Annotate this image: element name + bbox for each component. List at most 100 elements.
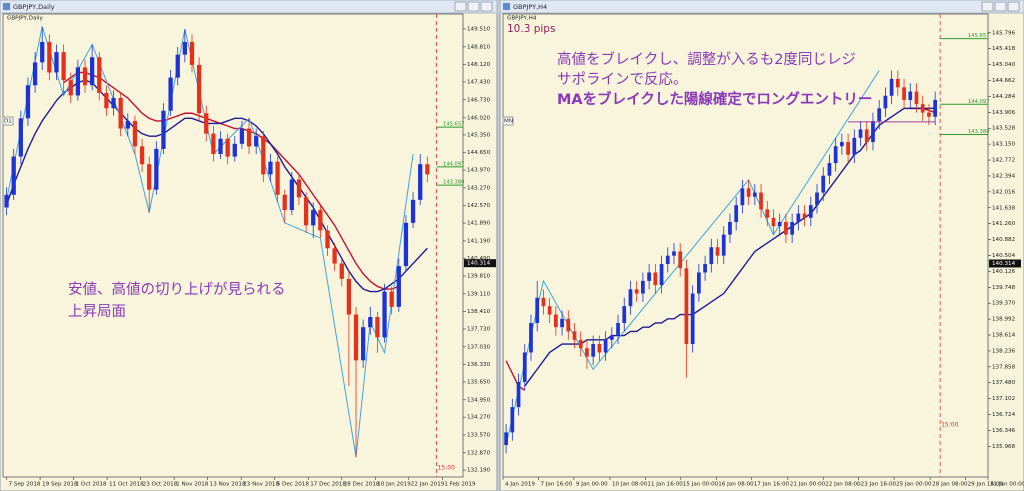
maximize-button[interactable]: [994, 1, 1007, 12]
x-tick-label: 19 Sep 2018: [42, 482, 78, 488]
y-tick-label: 144.650: [467, 150, 491, 156]
y-tick-label: 143.970: [467, 168, 491, 174]
candle-body: [647, 272, 651, 281]
candle-body: [410, 199, 416, 223]
x-tick-label: 13 Nov 2018: [210, 482, 246, 488]
candle-body: [353, 314, 359, 361]
candle-body: [709, 247, 714, 265]
annotation: 高値をブレイクし、調整が入るも2度同じレジ: [557, 50, 856, 68]
x-tick-label: 22 Jan 08:00: [825, 482, 861, 488]
y-tick-label: 133.570: [467, 432, 491, 438]
candle-body: [547, 306, 552, 315]
y-tick-label: 141.638: [992, 205, 1016, 211]
candle-body: [815, 192, 819, 206]
candle-body: [927, 112, 931, 117]
chart-title: GBPJPY,H4: [507, 16, 537, 22]
candle-body: [566, 318, 571, 332]
close-button[interactable]: [480, 1, 493, 12]
y-tick-label: 132.870: [467, 450, 491, 456]
candle-body: [211, 133, 216, 155]
candle-body: [609, 335, 614, 340]
y-tick-label: 145.040: [992, 62, 1016, 68]
candle-body: [161, 110, 166, 149]
candle-body: [877, 108, 882, 121]
candle-body: [254, 136, 259, 147]
candle-body: [382, 291, 387, 338]
candle-body: [282, 194, 287, 211]
close-button[interactable]: [1007, 1, 1020, 12]
candle-body: [132, 120, 138, 147]
candle-body: [4, 194, 9, 208]
price-level-label: 144.097: [968, 99, 989, 105]
y-tick-label: 145.796: [992, 30, 1016, 36]
candle-body: [585, 348, 589, 357]
candle-body: [218, 138, 223, 155]
candle-body: [275, 161, 280, 195]
candle-body: [510, 407, 515, 433]
minimize-button[interactable]: [981, 1, 994, 12]
y-tick-label: 148.810: [467, 44, 491, 50]
x-tick-label: 17 Dec 2018: [310, 482, 346, 488]
x-tick-label: 31 Jan 00:00: [990, 482, 1024, 488]
moving-average: [63, 71, 400, 290]
candle-body: [740, 188, 745, 206]
x-tick-label: 16 Jan 08:00: [718, 482, 754, 488]
price-level-label: 145.657: [968, 33, 989, 39]
y-tick-label: 142.772: [992, 158, 1015, 164]
y-tick-label: 143.906: [992, 110, 1016, 116]
candle-body: [616, 322, 620, 336]
candle-body: [332, 248, 337, 264]
y-tick-label: 138.236: [992, 348, 1016, 354]
candle-body: [396, 266, 401, 307]
y-tick-label: 140.504: [992, 253, 1016, 259]
candle-body: [368, 317, 373, 328]
candle-body: [32, 62, 38, 86]
candle-body: [728, 221, 732, 235]
current-price-label: 140.314: [992, 261, 1016, 267]
annotation: 上昇局面: [68, 303, 126, 320]
candle-body: [678, 251, 683, 269]
x-tick-label: 25 Jan 00:00: [896, 482, 932, 488]
candle-body: [715, 247, 720, 256]
price-level-label: 143.380: [968, 129, 989, 135]
y-tick-label: 132.190: [467, 468, 491, 474]
candle-body: [578, 339, 583, 349]
chart-title: GBPJPY,Daily: [7, 16, 43, 22]
y-tick-label: 148.120: [467, 62, 491, 68]
y-tick-label: 144.662: [992, 78, 1015, 84]
candle-body: [864, 129, 869, 143]
candle-body: [796, 213, 801, 222]
candle-body: [68, 80, 73, 96]
candle-body: [665, 255, 670, 265]
side-label-box: [2, 116, 14, 126]
candle-body: [591, 344, 596, 357]
time-line-label: 15:00: [438, 465, 455, 472]
candle-body: [303, 197, 309, 226]
price-level-label: 143.380: [443, 180, 464, 186]
price-level-label: 144.097: [443, 161, 464, 167]
candle-body: [784, 221, 788, 235]
x-tick-label: 29 Jan 16:00: [968, 482, 1004, 488]
candle-body: [560, 318, 564, 328]
candle-body: [318, 210, 323, 231]
annotation: MAをブレイクした陽線確定でロングエントリー: [557, 90, 872, 108]
x-tick-label: 4 Jan 2019: [505, 482, 535, 488]
y-tick-label: 138.410: [467, 309, 491, 315]
y-tick-label: 135.650: [467, 379, 491, 385]
y-tick-label: 142.570: [467, 203, 491, 209]
y-tick-label: 141.890: [467, 221, 491, 227]
x-tick-label: 1 Nov 2018: [176, 482, 209, 488]
candle-body: [40, 41, 45, 63]
minimize-button[interactable]: [454, 1, 467, 12]
x-tick-label: 9 Jan 00:00: [576, 482, 608, 488]
x-tick-label: 28 Dec 2018: [344, 482, 380, 488]
candle-body: [11, 156, 16, 195]
maximize-button[interactable]: [467, 1, 480, 12]
candle-body: [641, 280, 645, 294]
candle-body: [902, 87, 906, 100]
candle-body: [684, 268, 689, 345]
side-label-box: [502, 116, 514, 126]
candle-body: [802, 213, 807, 218]
y-tick-label: 141.260: [992, 221, 1016, 227]
candle-body: [808, 205, 813, 218]
